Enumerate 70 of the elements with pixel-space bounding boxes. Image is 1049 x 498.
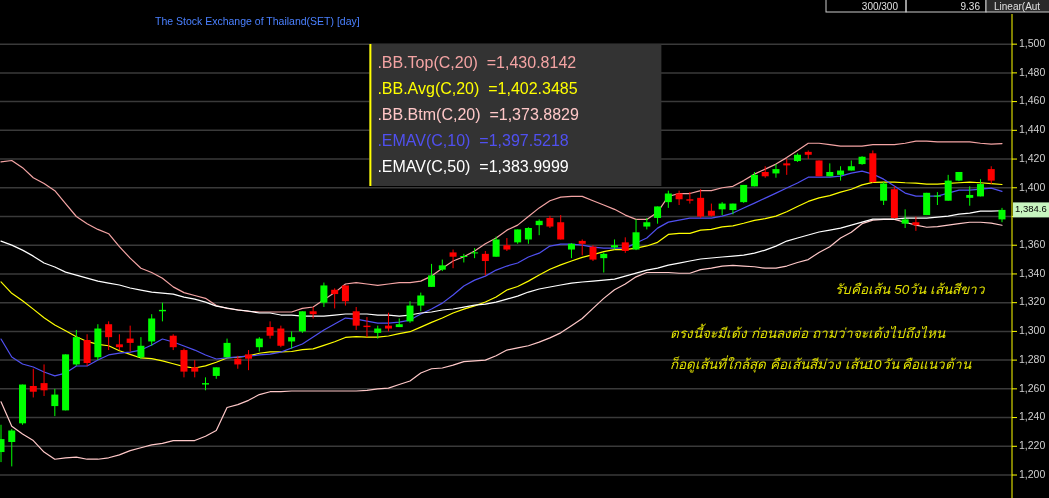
candlestick (417, 292, 425, 312)
candlestick (406, 300, 414, 324)
line-series (0, 218, 1003, 460)
y-tick-label: 1,340 (1019, 266, 1046, 279)
candlestick (966, 185, 974, 207)
candlestick (266, 320, 274, 340)
candlestick (901, 208, 909, 229)
candlestick (137, 336, 145, 360)
candlestick (29, 368, 37, 398)
annotation: ก็อดูเส้นที่ใกล้สุด คือเส้นสีม่วง เส้น10วัน คือแนวต้าน (670, 355, 973, 373)
candlestick (611, 238, 619, 251)
candlestick (331, 287, 339, 309)
chart-title: The Stock Exchange of Thailand(SET) [day] (155, 15, 360, 27)
text: .BB.Avg(C,20) =1,402.3485 (377, 80, 578, 97)
y-tick-label: 1,420 (1019, 151, 1046, 164)
y-tick-label: 1,400 (1019, 180, 1046, 193)
candlestick (686, 191, 694, 205)
candlestick (51, 388, 59, 417)
candlestick (428, 263, 436, 288)
candlestick (245, 349, 253, 371)
y-tick-label: 1,300 (1019, 324, 1046, 337)
text: 300/300 (861, 1, 899, 12)
text: .BB.Top(C,20) =1,430.8142 (377, 54, 577, 71)
y-tick-label: 1,460 (1019, 94, 1046, 107)
candlestick (600, 251, 608, 274)
y-tick-label: 1,280 (1019, 352, 1046, 365)
text: .BB.Btm(C,20) =1,373.8829 (377, 106, 579, 123)
text: .EMAV(C,50) =1,383.9999 (377, 158, 569, 175)
annotation: 1,384.6 (1015, 203, 1047, 215)
candlestick (126, 325, 134, 353)
candlestick (697, 188, 705, 219)
candlestick (384, 312, 392, 332)
candlestick (880, 181, 888, 206)
candlestick (481, 250, 489, 276)
candlestick (309, 306, 317, 319)
candlestick (40, 363, 48, 397)
candlestick (492, 236, 500, 258)
candlestick (83, 333, 91, 367)
annotation: รับคือเส้น 50วัน เส้นสีขาว (835, 282, 986, 297)
candlestick (105, 320, 113, 351)
candlestick (148, 313, 156, 347)
candlestick (341, 284, 349, 307)
text: Linear(Aut (994, 1, 1041, 12)
candlestick (632, 218, 640, 251)
y-tick-label: 1,360 (1019, 238, 1046, 251)
candlestick (449, 249, 457, 269)
candlestick (557, 214, 565, 240)
candlestick (352, 306, 360, 331)
y-tick-label: 1,260 (1019, 381, 1046, 394)
candlestick (944, 174, 952, 202)
candlestick (503, 237, 511, 252)
y-tick-label: 1,480 (1019, 65, 1046, 78)
y-tick-label: 1,200 (1019, 467, 1046, 480)
y-tick-label: 1,240 (1019, 410, 1046, 423)
candlestick (772, 163, 780, 179)
candlestick (933, 191, 941, 206)
y-tick-label: 1,220 (1019, 439, 1046, 452)
candlestick (471, 247, 479, 259)
y-tick-label: 1,320 (1019, 295, 1046, 308)
candlestick (298, 310, 306, 334)
candlestick (320, 282, 328, 308)
candlestick (8, 428, 16, 467)
annotation: ตรงนี้จะมีเด้ง ก่อนลงต่อ ถามว่าจะเด้งไปถึงไหน (670, 323, 946, 341)
candlestick (277, 325, 285, 348)
text: 9.36 (960, 1, 981, 12)
candlestick (180, 348, 188, 378)
candlestick (912, 216, 920, 232)
y-tick-label: 1,440 (1019, 123, 1046, 136)
text: .EMAV(C,10) =1,397.5218 (377, 132, 569, 149)
y-tick-label: 1,500 (1019, 36, 1046, 49)
